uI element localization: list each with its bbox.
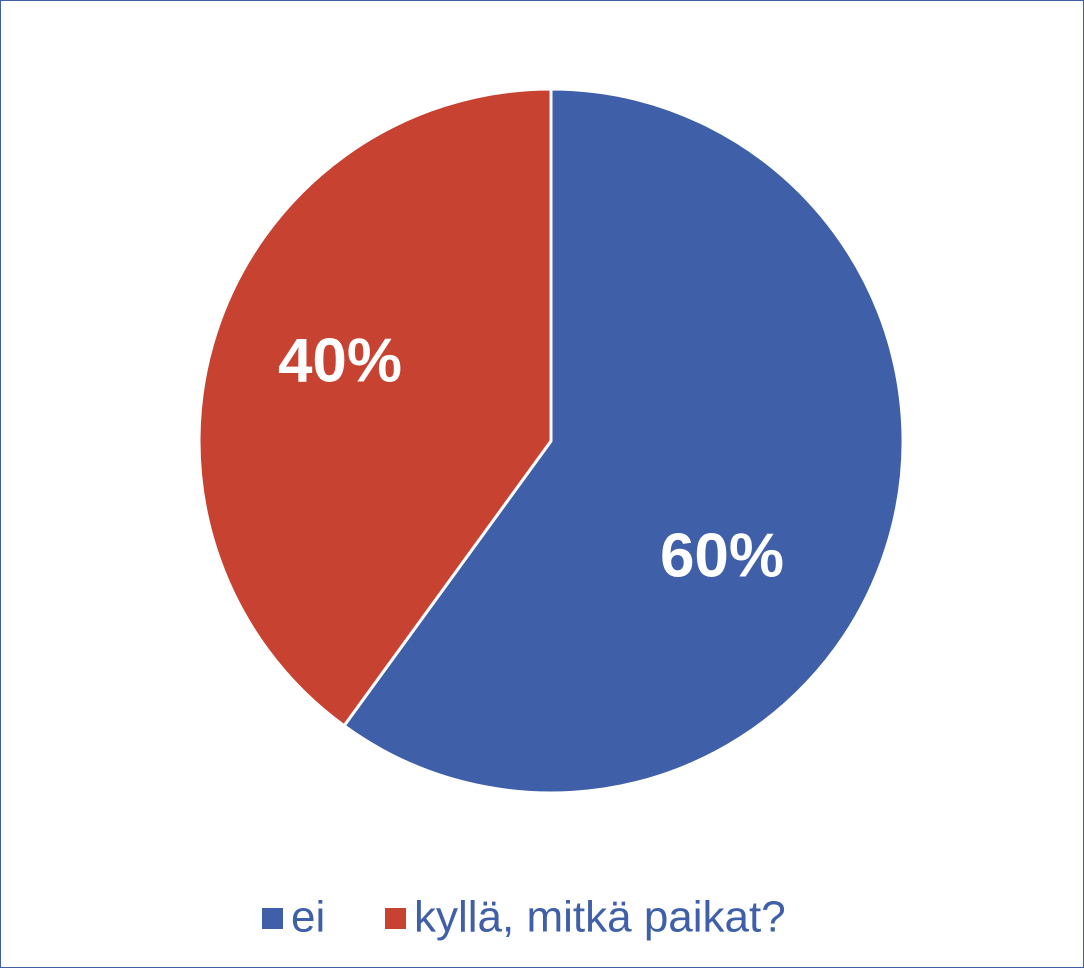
legend-swatch bbox=[385, 908, 406, 929]
pie-slice bbox=[342, 87, 905, 795]
legend-label: kyllä, mitkä paikat? bbox=[414, 893, 786, 942]
legend-label: ei bbox=[291, 893, 325, 942]
pie-slice bbox=[197, 87, 553, 728]
legend-swatch bbox=[262, 908, 283, 929]
data-label: 60% bbox=[660, 521, 784, 590]
data-label: 40% bbox=[278, 326, 402, 395]
